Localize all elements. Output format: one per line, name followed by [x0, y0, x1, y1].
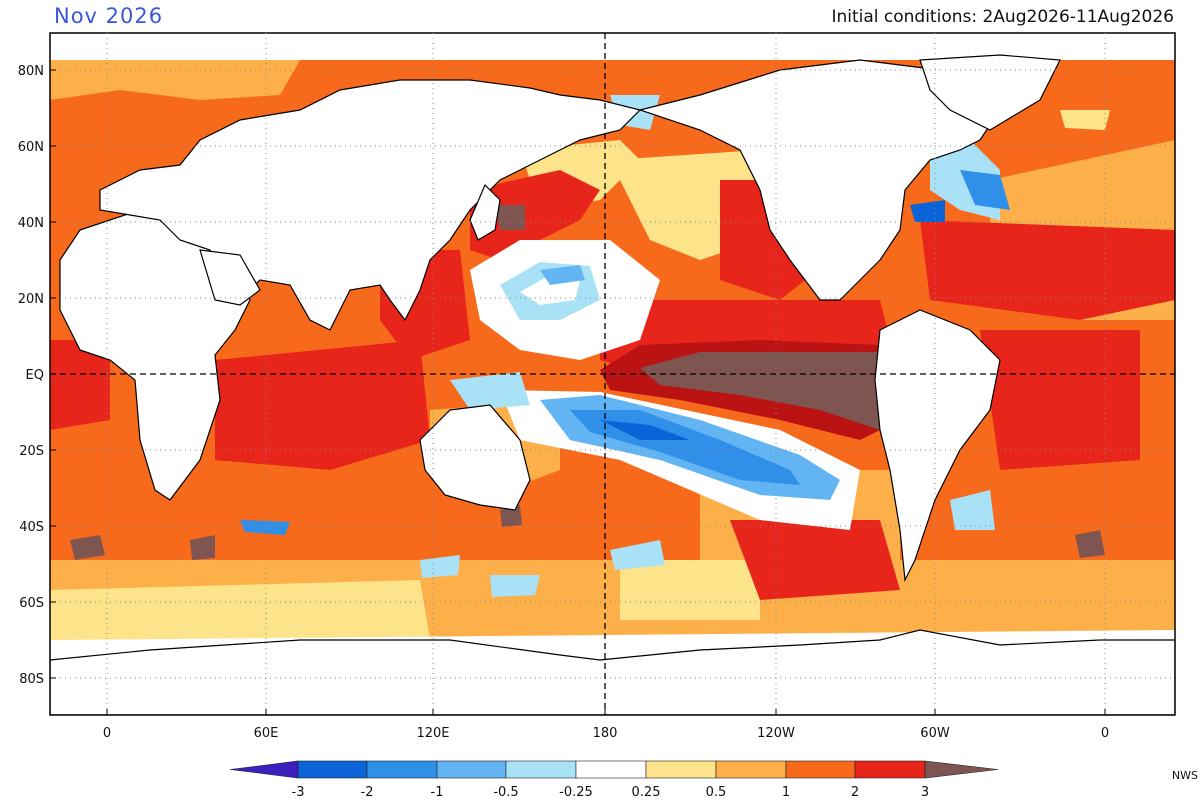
lon-label: 60W	[920, 726, 950, 741]
colorbar-label: 1	[782, 785, 790, 800]
lat-label: 80S	[19, 672, 44, 687]
anomaly-field	[50, 33, 1175, 715]
colorbar-label: -1	[431, 785, 444, 800]
colorbar-swatch	[645, 760, 717, 779]
lat-label: 80N	[18, 64, 44, 79]
lon-label: 60E	[254, 726, 279, 741]
reference-lines	[50, 33, 1175, 715]
initial-conditions-label: Initial conditions: 2Aug2026-11Aug2026	[831, 7, 1174, 27]
colorbar-label: 0.5	[706, 785, 727, 800]
colorbar-swatch	[436, 760, 507, 779]
colorbar-swatch	[715, 760, 787, 779]
forecast-month-title: Nov 2026	[54, 4, 164, 28]
lon-label: 120W	[757, 726, 795, 741]
longitude-labels: 0 60E 120E 180 120W 60W 0	[103, 709, 1109, 741]
colorbar-label: -0.25	[559, 785, 593, 800]
lat-label: EQ	[26, 368, 44, 383]
colorbar-swatch	[854, 760, 926, 779]
colorbar-arrow-high	[924, 760, 999, 779]
lat-label: 40N	[18, 216, 44, 231]
colorbar-label: 3	[921, 785, 929, 800]
lat-label: 40S	[19, 520, 44, 535]
lon-label: 180	[593, 726, 618, 741]
colorbar-label: -2	[361, 785, 374, 800]
lon-label: 120E	[416, 726, 449, 741]
colorbar-swatch	[297, 760, 368, 779]
colorbar-swatch	[505, 760, 577, 779]
colorbar-arrow-low	[229, 760, 299, 779]
continent-outlines	[50, 54, 1175, 715]
colorbar-swatch	[366, 760, 438, 779]
colorbar-label: 0.25	[632, 785, 661, 800]
lat-label: 60N	[18, 140, 44, 155]
colorbar-label: -0.5	[493, 785, 518, 800]
lat-label: 60S	[19, 596, 44, 611]
lat-label: 20S	[19, 444, 44, 459]
colorbar-swatch	[575, 760, 647, 779]
lon-label: 0	[1101, 726, 1109, 741]
colorbar: -3 -2 -1 -0.5 -0.25 0.25 0.5 1 2 3	[229, 760, 999, 800]
colorbar-swatch	[785, 760, 856, 779]
source-credit: NWS	[1171, 769, 1198, 782]
colorbar-label: 2	[851, 785, 859, 800]
colorbar-label: -3	[292, 785, 305, 800]
lat-label: 20N	[18, 292, 44, 307]
latitude-labels: 80N 60N 40N 20N EQ 20S 40S 60S 80S	[18, 64, 56, 687]
lon-label: 0	[103, 726, 111, 741]
